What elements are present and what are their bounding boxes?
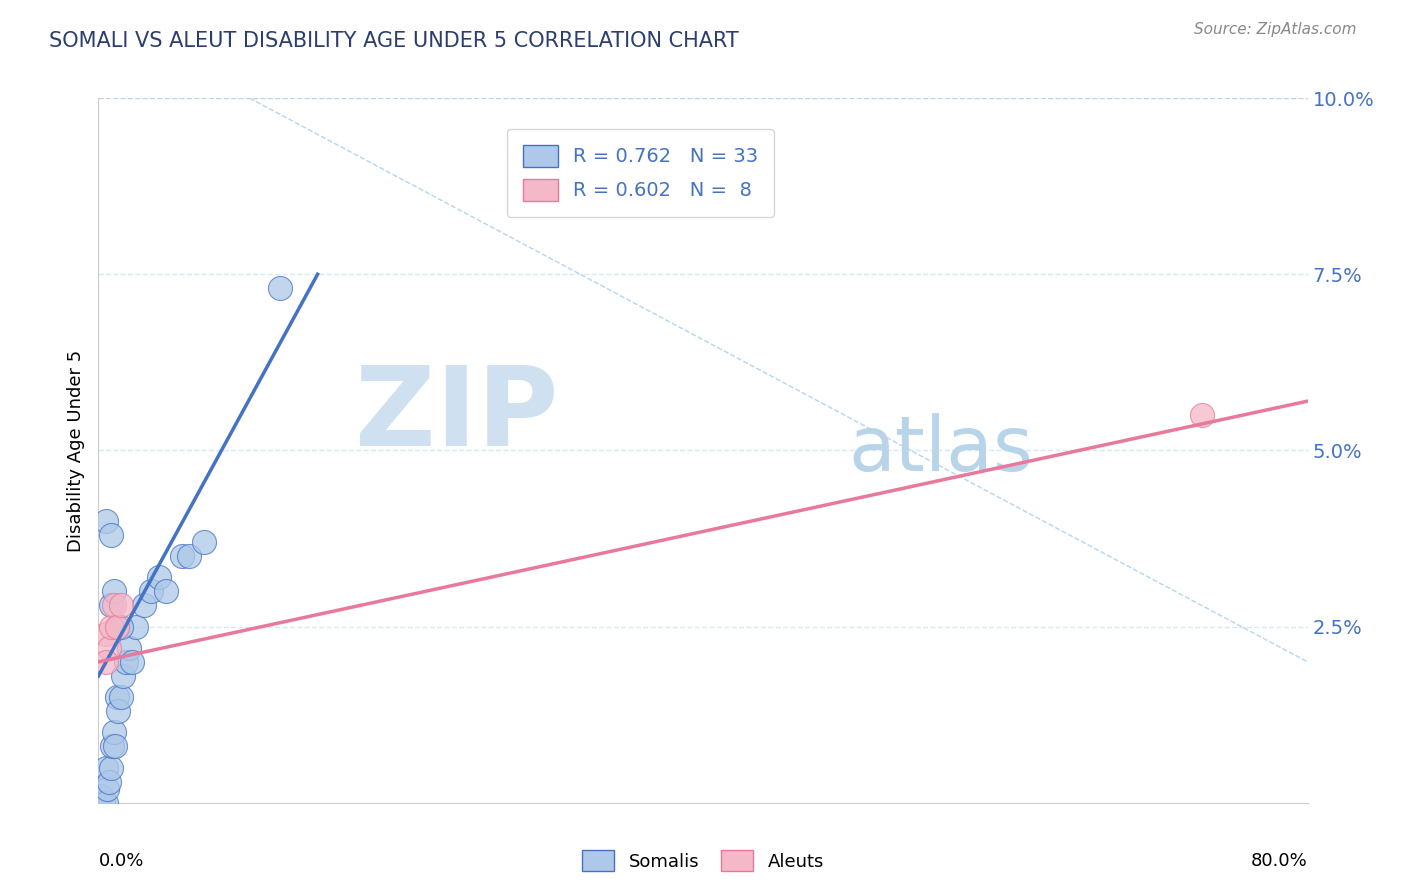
Text: 0.0%: 0.0% [98,852,143,870]
Text: 80.0%: 80.0% [1251,852,1308,870]
Point [141,584,163,599]
Point [103,725,125,739]
Text: SOMALI VS ALEUT DISABILITY AGE UNDER 5 CORRELATION CHART: SOMALI VS ALEUT DISABILITY AGE UNDER 5 C… [49,31,740,51]
Point [105,619,128,633]
Point [103,599,125,613]
Point [98,640,121,655]
Point [110,619,132,633]
Point [155,584,177,599]
Point [100,599,122,613]
Point [98,774,121,789]
Point [118,640,141,655]
Point [91,796,114,810]
Point [101,739,124,754]
Y-axis label: Disability Age Under 5: Disability Age Under 5 [66,350,84,551]
Point [103,584,125,599]
Point [148,570,170,584]
Point [110,599,132,613]
Point [94,655,117,669]
Point [94,760,117,774]
Point [125,619,148,633]
Point [94,796,117,810]
Point [193,535,215,549]
Point [111,669,134,683]
Point [114,655,136,669]
Point [94,626,117,640]
Point [89,789,111,803]
Point [110,690,132,705]
Point [269,281,291,295]
Point [105,690,128,705]
Legend: R = 0.762   N = 33, R = 0.602   N =  8: R = 0.762 N = 33, R = 0.602 N = 8 [508,129,773,217]
Point [1191,408,1213,422]
Text: ZIP: ZIP [354,362,558,468]
Point [100,619,122,633]
Point [104,739,127,754]
Point [179,549,201,564]
Point [94,514,117,528]
Point [132,599,155,613]
Point [170,549,193,564]
Text: Source: ZipAtlas.com: Source: ZipAtlas.com [1194,22,1357,37]
Legend: Somalis, Aleuts: Somalis, Aleuts [575,843,831,879]
Point [100,760,122,774]
Text: atlas: atlas [848,414,1033,487]
Point [96,781,118,796]
Point [100,528,122,542]
Point [121,655,143,669]
Point [107,704,129,718]
Point [105,619,128,633]
Point [90,789,112,803]
